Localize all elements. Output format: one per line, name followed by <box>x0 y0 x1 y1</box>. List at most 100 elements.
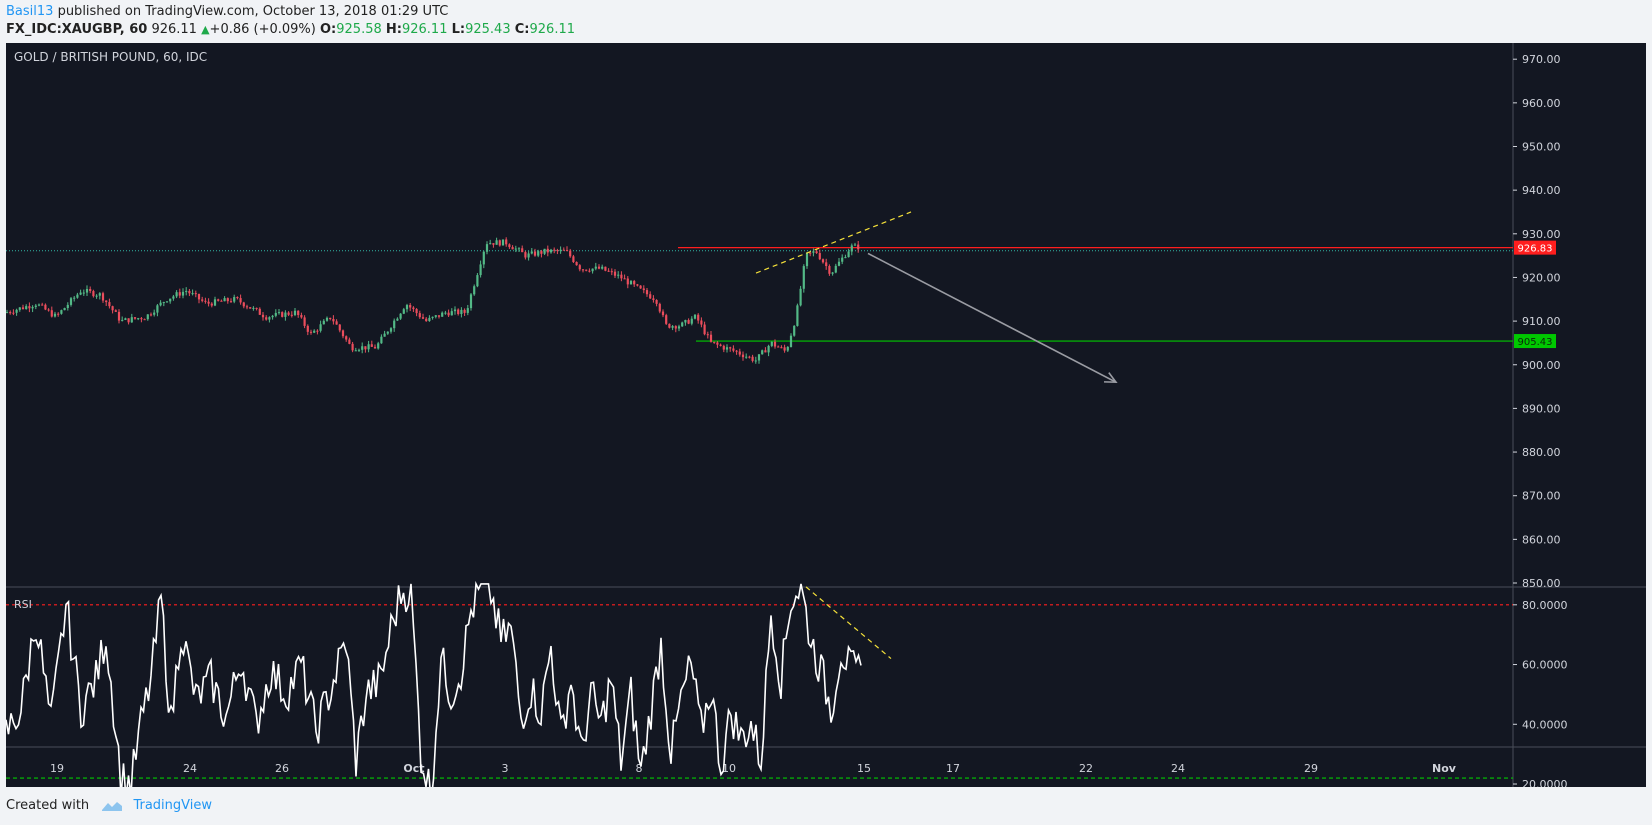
candle-body <box>159 302 162 306</box>
candle-body <box>649 294 652 299</box>
candle-body <box>588 270 591 272</box>
candle-body <box>21 307 25 310</box>
candle-body <box>799 288 802 306</box>
candle-body <box>252 307 255 309</box>
trendline-price[interactable] <box>755 211 912 274</box>
candle-body <box>329 317 332 319</box>
candle-body <box>377 343 380 349</box>
price-tick-label: 940.00 <box>1522 184 1561 197</box>
candle-body <box>341 330 345 337</box>
price-tick-label: 950.00 <box>1522 141 1561 154</box>
forecast-arrow-line[interactable] <box>867 252 1117 383</box>
candle-body <box>617 274 620 276</box>
candle-body <box>482 251 485 265</box>
price-tick-label: 860.00 <box>1522 533 1561 546</box>
created-with-text: Created with <box>6 798 90 813</box>
time-tick-label: 24 <box>183 762 197 775</box>
candle-body <box>466 308 469 313</box>
candle-body <box>700 320 703 325</box>
candle-body <box>597 266 601 269</box>
rsi-line <box>6 580 862 787</box>
candle-body <box>530 251 533 254</box>
candle-body <box>533 251 537 256</box>
candle-body <box>732 348 735 351</box>
candle-body <box>709 334 713 342</box>
candle-body <box>437 315 441 317</box>
candle-body <box>412 307 415 310</box>
time-tick-label: 29 <box>1304 762 1318 775</box>
time-tick-label: 26 <box>275 762 289 775</box>
symbol-label: FX_IDC:XAUGBP, 60 <box>6 22 148 37</box>
candle-body <box>396 318 399 321</box>
candle-body <box>837 261 841 266</box>
tradingview-brand-link[interactable]: TradingView <box>133 798 212 813</box>
candle-body <box>405 305 409 310</box>
candle-body <box>178 292 181 296</box>
candle-body <box>751 356 754 361</box>
candle-body <box>825 262 828 267</box>
candle-body <box>473 286 476 295</box>
candle-body <box>793 325 796 336</box>
candle-body <box>101 293 105 301</box>
candle-body <box>636 284 639 286</box>
candle-body <box>313 330 316 333</box>
candle-body <box>271 315 274 318</box>
chart-canvas[interactable]: 970.00 960.00 950.00 940.00 930.00 920.00 910.… <box>6 43 1646 787</box>
candle-body <box>524 252 527 258</box>
candle-body <box>626 278 629 285</box>
author-link[interactable]: Basil13 <box>6 4 54 19</box>
candle-body <box>249 307 252 309</box>
price-tick-label: 960.00 <box>1522 97 1561 110</box>
level-badge-926.83 <box>1514 240 1556 255</box>
candle-body <box>325 317 329 321</box>
candle-body <box>812 251 815 253</box>
time-tick-label: 10 <box>722 762 736 775</box>
candle-body <box>197 293 201 300</box>
candle-body <box>105 300 108 303</box>
candle-body <box>15 309 18 313</box>
candle-body <box>53 313 57 317</box>
high-value: 926.11 <box>401 22 448 37</box>
candle-body <box>146 314 149 320</box>
candle-body <box>137 318 140 320</box>
candle-body <box>681 322 684 327</box>
candle-body <box>764 350 767 353</box>
candle-body <box>735 350 738 352</box>
rsi-tick-label: 20.0000 <box>1522 778 1568 787</box>
candle-body <box>242 302 245 307</box>
candle-body <box>569 250 572 257</box>
candle-body <box>82 292 85 294</box>
candle-body <box>309 331 313 333</box>
candle-body <box>236 297 239 299</box>
candle-body <box>41 304 44 306</box>
candle-body <box>191 293 194 295</box>
candle-body <box>69 298 73 305</box>
candle-body <box>143 319 146 321</box>
candle-body <box>716 342 719 345</box>
candle-body <box>297 310 300 316</box>
candle-body <box>476 275 479 287</box>
candle-body <box>770 341 773 346</box>
candle-body <box>745 356 748 358</box>
candle-body <box>613 271 617 276</box>
candle-body <box>386 331 389 334</box>
candle-body <box>290 314 293 316</box>
candle-body <box>25 306 28 310</box>
candle-body <box>645 290 649 295</box>
candle-body <box>431 316 434 318</box>
candle-body <box>665 315 668 324</box>
price-change: +0.86 (+0.09%) <box>209 22 316 37</box>
candle-body <box>789 335 793 347</box>
trendline-rsi[interactable] <box>805 586 892 660</box>
candle-body <box>31 306 34 309</box>
candle-body <box>578 265 581 270</box>
close-label: C: <box>514 22 530 37</box>
candle-body <box>66 304 69 309</box>
candle-body <box>757 354 761 361</box>
candle-body <box>335 321 338 325</box>
candle-body <box>697 314 700 321</box>
candle-body <box>559 249 562 251</box>
candle-body <box>828 266 831 274</box>
candle-body <box>373 346 377 349</box>
candle-body <box>642 288 645 291</box>
